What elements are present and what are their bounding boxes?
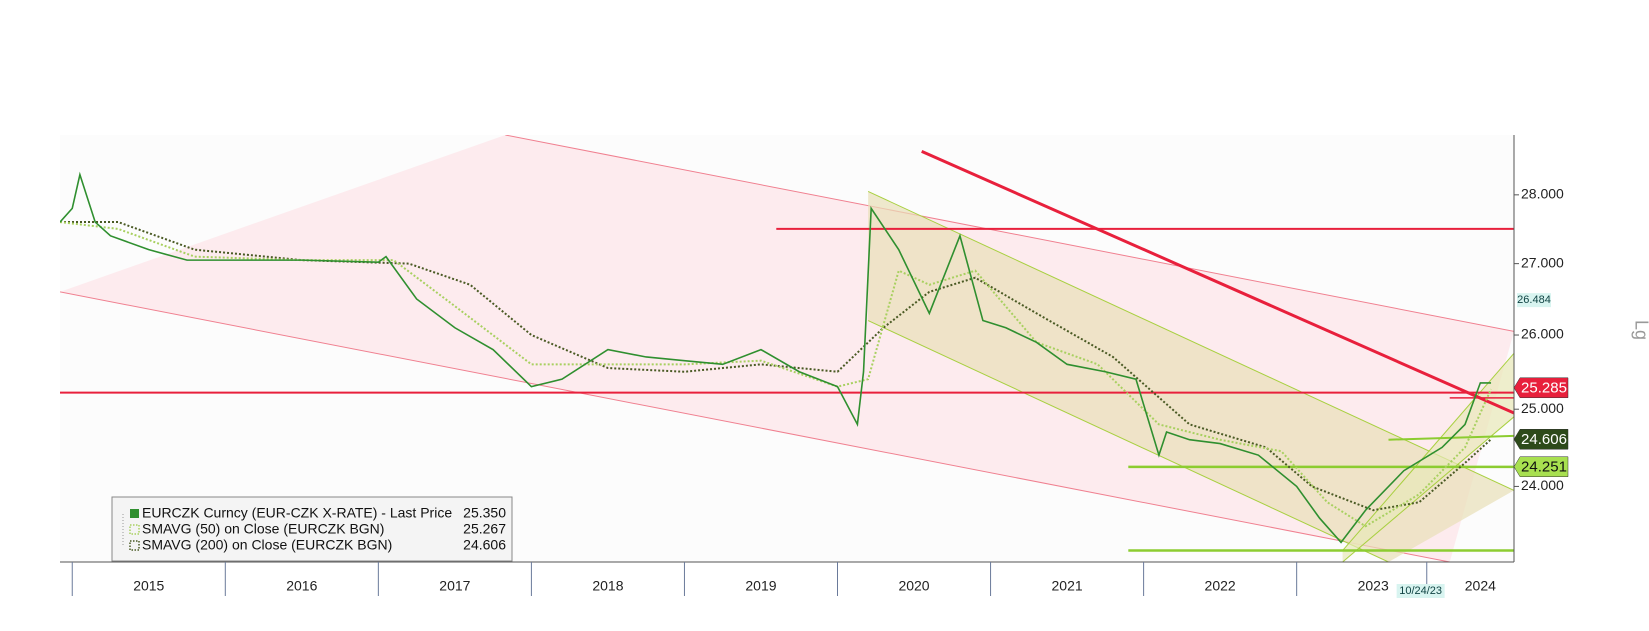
channel-edge <box>867 320 1389 562</box>
x-tick-label: 2019 <box>745 578 776 594</box>
y-tick-label: 27.000 <box>1521 254 1564 270</box>
price-tag-label: 24.606 <box>1521 431 1567 448</box>
x-tick-label: 2021 <box>1052 578 1083 594</box>
y-tick-label: 28.000 <box>1521 186 1564 202</box>
legend-value: 25.267 <box>463 521 506 537</box>
channel-fill <box>1342 353 1514 562</box>
series-line <box>60 171 1492 544</box>
legend-swatch <box>130 509 139 518</box>
x-tick-label: 2022 <box>1205 578 1236 594</box>
x-tick-label: 2016 <box>286 578 317 594</box>
legend-value: 25.350 <box>463 505 506 521</box>
channel-edge <box>867 191 1514 491</box>
x-tick-label: 2018 <box>592 578 623 594</box>
legend-swatch <box>129 540 140 551</box>
x-tick-label: 2017 <box>439 578 470 594</box>
price-tag-label: 26.484 <box>1517 294 1551 306</box>
legend-swatch <box>129 524 140 535</box>
price-tag <box>1513 429 1569 450</box>
y-tick-label: 25.000 <box>1521 400 1564 416</box>
legend-name: SMAVG (200) on Close (EURCZK BGN) <box>142 537 392 553</box>
channel-edge <box>1342 416 1514 562</box>
x-tick-label: 2015 <box>133 578 164 594</box>
series <box>60 171 1492 544</box>
legend-entries: EURCZK Curncy (EUR-CZK X-RATE) - Last Pr… <box>122 505 506 553</box>
channel-edge <box>60 291 1450 562</box>
channel-edge <box>1342 352 1514 551</box>
trend-line <box>921 150 1514 415</box>
lines <box>60 150 1514 552</box>
x-tick-label: 2020 <box>898 578 929 594</box>
legend-name: EURCZK Curncy (EUR-CZK X-RATE) - Last Pr… <box>142 505 452 521</box>
legend-value: 24.606 <box>463 537 506 553</box>
channel-edge <box>505 135 1514 332</box>
legend-box <box>111 496 513 562</box>
scale-label: Lg <box>1631 320 1649 340</box>
y-tick-label: 26.000 <box>1521 326 1564 342</box>
price-tag <box>1513 377 1569 399</box>
axes: 24.000 25.000 26.000 27.000 28.000 2015 2016 20… <box>71 186 1569 598</box>
date-tag <box>1396 584 1445 598</box>
price-tag-label: 25.285 <box>1521 380 1567 397</box>
legend: EURCZK Curncy (EUR-CZK X-RATE) - Last Pr… <box>111 496 513 562</box>
price-tag <box>1513 456 1569 477</box>
channel-fill <box>60 135 1514 562</box>
price-tag <box>1517 293 1551 308</box>
channel-fill <box>868 191 1514 562</box>
x-tick-label: 2024 <box>1465 578 1496 594</box>
x-tick-label: 2023 <box>1358 578 1389 594</box>
series-line <box>60 221 1492 512</box>
legend-name: SMAVG (50) on Close (EURCZK BGN) <box>142 521 384 537</box>
date-tag-label: 10/24/23 <box>1399 585 1442 597</box>
price-tag-label: 24.251 <box>1521 459 1567 476</box>
y-tick-label: 24.000 <box>1521 477 1564 493</box>
channels <box>60 135 1514 562</box>
